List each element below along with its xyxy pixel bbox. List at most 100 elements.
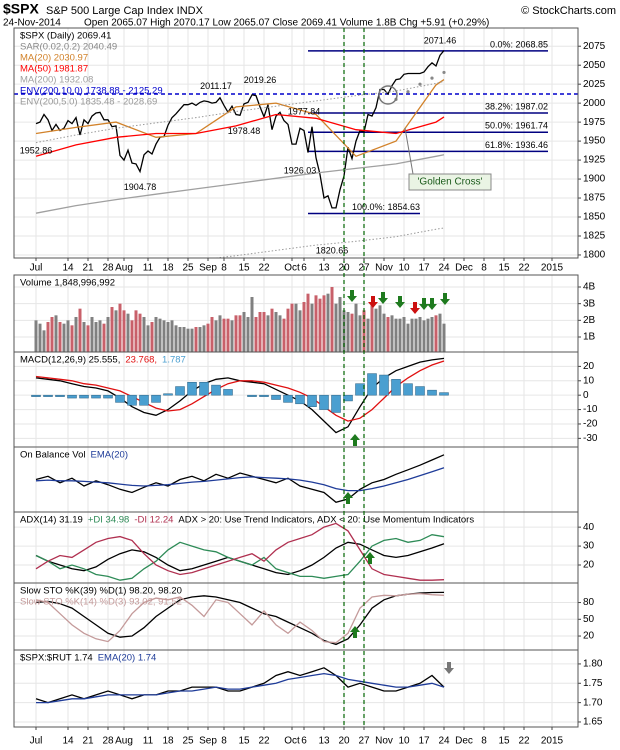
x-tick-label: Nov: [375, 736, 393, 747]
x-tick-label: 10: [398, 736, 410, 747]
bar: [162, 320, 166, 352]
bar: [190, 328, 194, 352]
series-line: [35, 113, 445, 157]
bar: [319, 394, 329, 410]
bar: [78, 308, 82, 352]
legend-entry: 1.787: [162, 355, 186, 366]
bar: [214, 320, 218, 352]
fib-label: 38.2%: 1987.02: [485, 101, 548, 111]
legend-entry: MA(20) 2030.97: [20, 53, 88, 64]
bar: [194, 327, 198, 352]
legend-entry: SAR(0.02,0.2) 2040.49: [20, 42, 117, 53]
bar: [134, 310, 138, 352]
bar: [370, 305, 374, 352]
bar: [278, 315, 282, 352]
panel-frame: [13, 649, 579, 728]
callout-line: [404, 127, 414, 175]
bar: [390, 315, 394, 352]
x-tick-label: 2015: [541, 736, 564, 747]
x-tick-label: 25: [182, 736, 194, 747]
bar: [199, 381, 209, 396]
y-tick-label: 10: [583, 375, 595, 386]
x-tick-label: 17: [418, 736, 430, 747]
bar: [283, 394, 293, 403]
copyright: © StockCharts.com: [521, 5, 616, 17]
x-tick-label: 21: [82, 263, 94, 274]
bar: [430, 317, 434, 352]
panel: [14, 512, 578, 583]
bar: [346, 312, 350, 352]
bar: [154, 317, 158, 352]
legend-entry: Slow STO %K(39) %D(1) 98.20, 98.20: [20, 586, 182, 597]
bar: [427, 389, 437, 396]
y-tick-label: 40: [583, 522, 595, 533]
bar: [114, 310, 118, 352]
x-tick-label: 27: [358, 263, 370, 274]
bar: [74, 317, 78, 352]
y-tick-label: 1850: [583, 212, 606, 223]
bar: [247, 394, 257, 397]
series-line: [35, 360, 445, 422]
x-tick-label: 13: [318, 736, 330, 747]
bar: [175, 386, 185, 396]
price-label: 2071.46: [424, 35, 457, 45]
bar: [90, 317, 94, 352]
bar: [294, 303, 298, 352]
bar: [234, 315, 238, 352]
bar: [79, 394, 89, 399]
x-tick-label: 8: [221, 736, 227, 747]
y-tick-label: 2000: [583, 98, 606, 109]
bar: [258, 312, 262, 352]
y-tick-label: 2B: [583, 315, 596, 326]
x-tick-label: Oct: [284, 263, 300, 274]
legend-entry: Slow STO %K(14) %D(3) 93.02, 91.52: [20, 597, 182, 608]
y-tick-label: 30: [583, 541, 595, 552]
bar: [187, 381, 197, 396]
x-tick-label: 6: [301, 736, 307, 747]
x-tick-label: 11: [143, 736, 154, 747]
instrument-name: S&P 500 Large Cap Index INDX: [46, 5, 204, 17]
bar: [126, 313, 130, 352]
bar: [438, 313, 442, 352]
bar: [86, 325, 90, 352]
y-tick-label: 1.80: [583, 659, 603, 670]
series-line: [35, 591, 445, 646]
bar: [343, 394, 353, 402]
legend-entry: MACD(12,26,9) 25.555,: [20, 355, 120, 366]
bar: [410, 318, 414, 352]
bar: [426, 318, 430, 352]
y-tick-label: 1975: [583, 117, 606, 128]
bar: [55, 394, 65, 397]
x-tick-label: 28: [102, 736, 114, 747]
bar: [262, 312, 266, 352]
x-tick-label: 14: [62, 736, 74, 747]
bar: [270, 308, 274, 352]
y-tick-label: 1800: [583, 250, 606, 261]
y-tick-label: -10: [583, 404, 598, 415]
y-tick-label: 1875: [583, 193, 606, 204]
bar: [202, 325, 206, 352]
legend-entry: EMA(20): [91, 450, 128, 461]
series-line: [35, 522, 445, 581]
price-label: 1926.03: [284, 166, 317, 176]
bar: [394, 318, 398, 352]
fib-label: 50.0%: 1961.74: [485, 121, 548, 131]
bar: [106, 317, 110, 352]
panel: [14, 352, 578, 447]
bar: [174, 325, 178, 352]
bar: [170, 320, 174, 352]
x-tick-label: Oct: [284, 736, 300, 747]
bar: [226, 318, 230, 352]
bar: [406, 323, 410, 352]
x-tick-label: Sep: [199, 263, 217, 274]
bar: [326, 293, 330, 352]
x-tick-label: 21: [82, 736, 94, 747]
bar: [151, 394, 161, 403]
bar: [91, 394, 101, 399]
x-tick-label: 20: [338, 736, 350, 747]
y-tick-label: 20: [583, 560, 595, 571]
bar: [127, 394, 137, 406]
legend-entry: +DI 34.98: [88, 515, 129, 526]
bar: [186, 328, 190, 352]
bar: [70, 325, 74, 352]
